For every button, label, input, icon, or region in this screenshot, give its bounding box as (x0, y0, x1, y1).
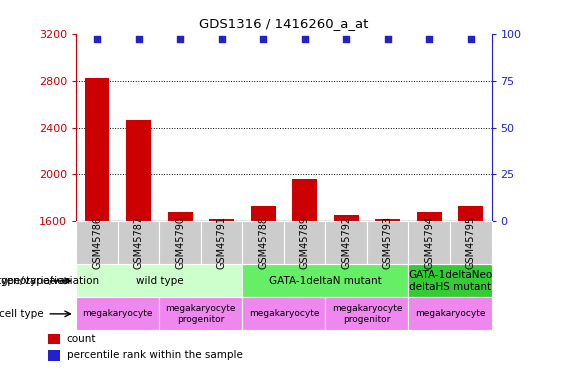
Text: GSM45793: GSM45793 (383, 216, 393, 269)
Text: megakaryocyte: megakaryocyte (249, 309, 319, 318)
Bar (458, 206, 483, 221)
Bar (48, 334, 60, 344)
Text: GSM45795: GSM45795 (466, 216, 476, 269)
Bar (325, 297, 408, 330)
Text: GSM45789: GSM45789 (299, 216, 310, 269)
Point (134, 36, 143, 42)
Point (259, 36, 268, 42)
Text: GSM45792: GSM45792 (341, 216, 351, 269)
Text: megakaryocyte
progenitor: megakaryocyte progenitor (166, 304, 236, 324)
Bar (48, 350, 60, 361)
Point (342, 36, 351, 42)
Bar (334, 215, 359, 221)
Text: genotype/variation: genotype/variation (0, 276, 99, 286)
Text: GSM45787: GSM45787 (133, 216, 144, 269)
Text: megakaryocyte: megakaryocyte (415, 309, 485, 318)
Bar (242, 264, 408, 297)
Point (176, 36, 185, 42)
Text: GSM45788: GSM45788 (258, 216, 268, 269)
Text: count: count (67, 334, 96, 344)
Text: wild type: wild type (136, 276, 183, 286)
Text: GATA-1deltaN mutant: GATA-1deltaN mutant (269, 276, 382, 286)
Bar (85, 78, 110, 221)
Text: GATA-1deltaNeo
deltaHS mutant: GATA-1deltaNeo deltaHS mutant (408, 270, 492, 292)
Bar (242, 297, 325, 330)
Bar (292, 179, 317, 221)
Bar (375, 219, 400, 221)
Bar (251, 206, 276, 221)
Point (300, 36, 309, 42)
Text: megakaryocyte
progenitor: megakaryocyte progenitor (332, 304, 402, 324)
Bar (408, 264, 492, 297)
Text: percentile rank within the sample: percentile rank within the sample (67, 351, 242, 360)
Text: megakaryocyte: megakaryocyte (82, 309, 153, 318)
Bar (76, 297, 159, 330)
Bar (168, 212, 193, 221)
Point (93, 36, 102, 42)
Bar (76, 264, 242, 297)
Bar (408, 297, 492, 330)
Text: GSM45791: GSM45791 (216, 216, 227, 269)
Point (383, 36, 392, 42)
Point (425, 36, 434, 42)
Text: GSM45794: GSM45794 (424, 216, 434, 269)
Bar (209, 219, 234, 221)
Bar (417, 212, 442, 221)
Bar (159, 297, 242, 330)
Text: genotype/variation: genotype/variation (0, 276, 71, 286)
Text: GSM45786: GSM45786 (92, 216, 102, 269)
Title: GDS1316 / 1416260_a_at: GDS1316 / 1416260_a_at (199, 17, 368, 30)
Text: cell type: cell type (0, 309, 44, 319)
Point (466, 36, 475, 42)
Point (217, 36, 226, 42)
Bar (126, 120, 151, 221)
Text: GSM45790: GSM45790 (175, 216, 185, 269)
